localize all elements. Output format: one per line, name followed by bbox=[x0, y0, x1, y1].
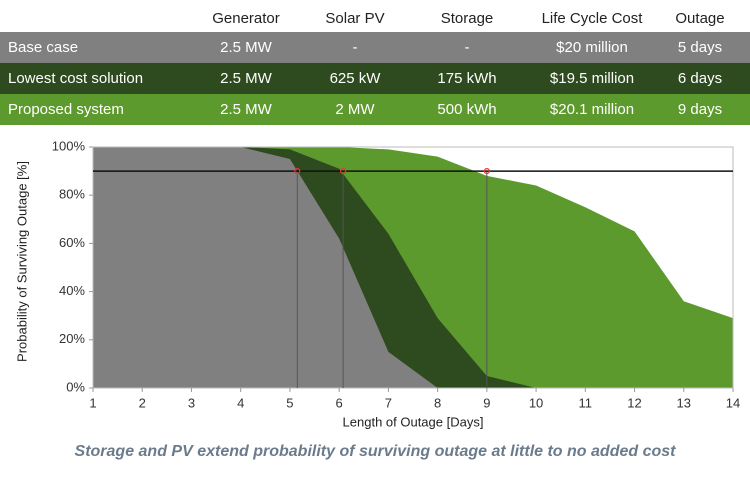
table-cell: 2.5 MW bbox=[220, 39, 273, 56]
x-tick-label: 13 bbox=[677, 395, 691, 410]
area bbox=[93, 147, 733, 388]
table-cell: - bbox=[353, 39, 358, 56]
table-cell: $20 million bbox=[556, 39, 628, 56]
marker-dot bbox=[483, 168, 490, 175]
x-tick-label: 10 bbox=[529, 395, 543, 410]
x-tick-label: 11 bbox=[579, 395, 593, 410]
table-row bbox=[0, 63, 750, 94]
x-tick-label: 2 bbox=[139, 395, 146, 410]
y-tick-label: 40% bbox=[59, 283, 85, 298]
plot-border bbox=[92, 146, 734, 389]
table-cell: $19.5 million bbox=[550, 70, 634, 87]
row-label: Proposed system bbox=[8, 101, 124, 118]
table-cell: 2 MW bbox=[335, 101, 375, 118]
table-cell: 9 days bbox=[678, 101, 722, 118]
column-header: Outage bbox=[675, 10, 724, 27]
x-tick-label: 14 bbox=[726, 395, 740, 410]
row-label: Base case bbox=[8, 39, 78, 56]
x-tick-label: 1 bbox=[89, 395, 96, 410]
marker-dot bbox=[339, 168, 347, 175]
caption: Storage and PV extend probability of sur… bbox=[75, 443, 677, 460]
table-row bbox=[0, 32, 750, 63]
y-tick-label: 60% bbox=[59, 235, 85, 250]
table-cell: 2.5 MW bbox=[220, 70, 273, 87]
x-tick-label: 12 bbox=[627, 395, 641, 410]
x-tick-label: 3 bbox=[188, 395, 195, 410]
y-tick-label: 100% bbox=[52, 138, 86, 153]
table-cell: 500 kWh bbox=[437, 101, 496, 118]
marker-dot bbox=[294, 168, 301, 175]
table-cell: 2.5 MW bbox=[220, 101, 273, 118]
table-cell: 175 kWh bbox=[437, 70, 496, 87]
table-row bbox=[0, 94, 750, 125]
y-tick-label: 0% bbox=[66, 379, 85, 394]
column-header: Solar PV bbox=[325, 10, 384, 27]
y-tick-label: 20% bbox=[59, 331, 85, 346]
x-tick-label: 9 bbox=[483, 395, 490, 410]
y-tick-label: 80% bbox=[59, 187, 85, 202]
x-tick-label: 7 bbox=[385, 395, 392, 410]
table-cell: - bbox=[465, 39, 470, 56]
y-axis-title: Probability of Surviving Outage [%] bbox=[14, 161, 29, 362]
table-cell: 5 days bbox=[678, 39, 722, 56]
x-tick-label: 5 bbox=[286, 395, 293, 410]
x-tick-label: 4 bbox=[237, 395, 244, 410]
table-cell: $20.1 million bbox=[550, 101, 634, 118]
x-axis-title: Length of Outage [Days] bbox=[343, 414, 484, 429]
table-cell: 625 kW bbox=[330, 70, 382, 87]
row-label: Lowest cost solution bbox=[8, 70, 143, 87]
column-header: Storage bbox=[441, 10, 494, 27]
x-tick-label: 6 bbox=[336, 395, 343, 410]
x-tick-label: 8 bbox=[434, 395, 441, 410]
column-header: Generator bbox=[212, 10, 280, 27]
column-header: Life Cycle Cost bbox=[542, 10, 644, 27]
table-cell: 6 days bbox=[678, 70, 722, 87]
